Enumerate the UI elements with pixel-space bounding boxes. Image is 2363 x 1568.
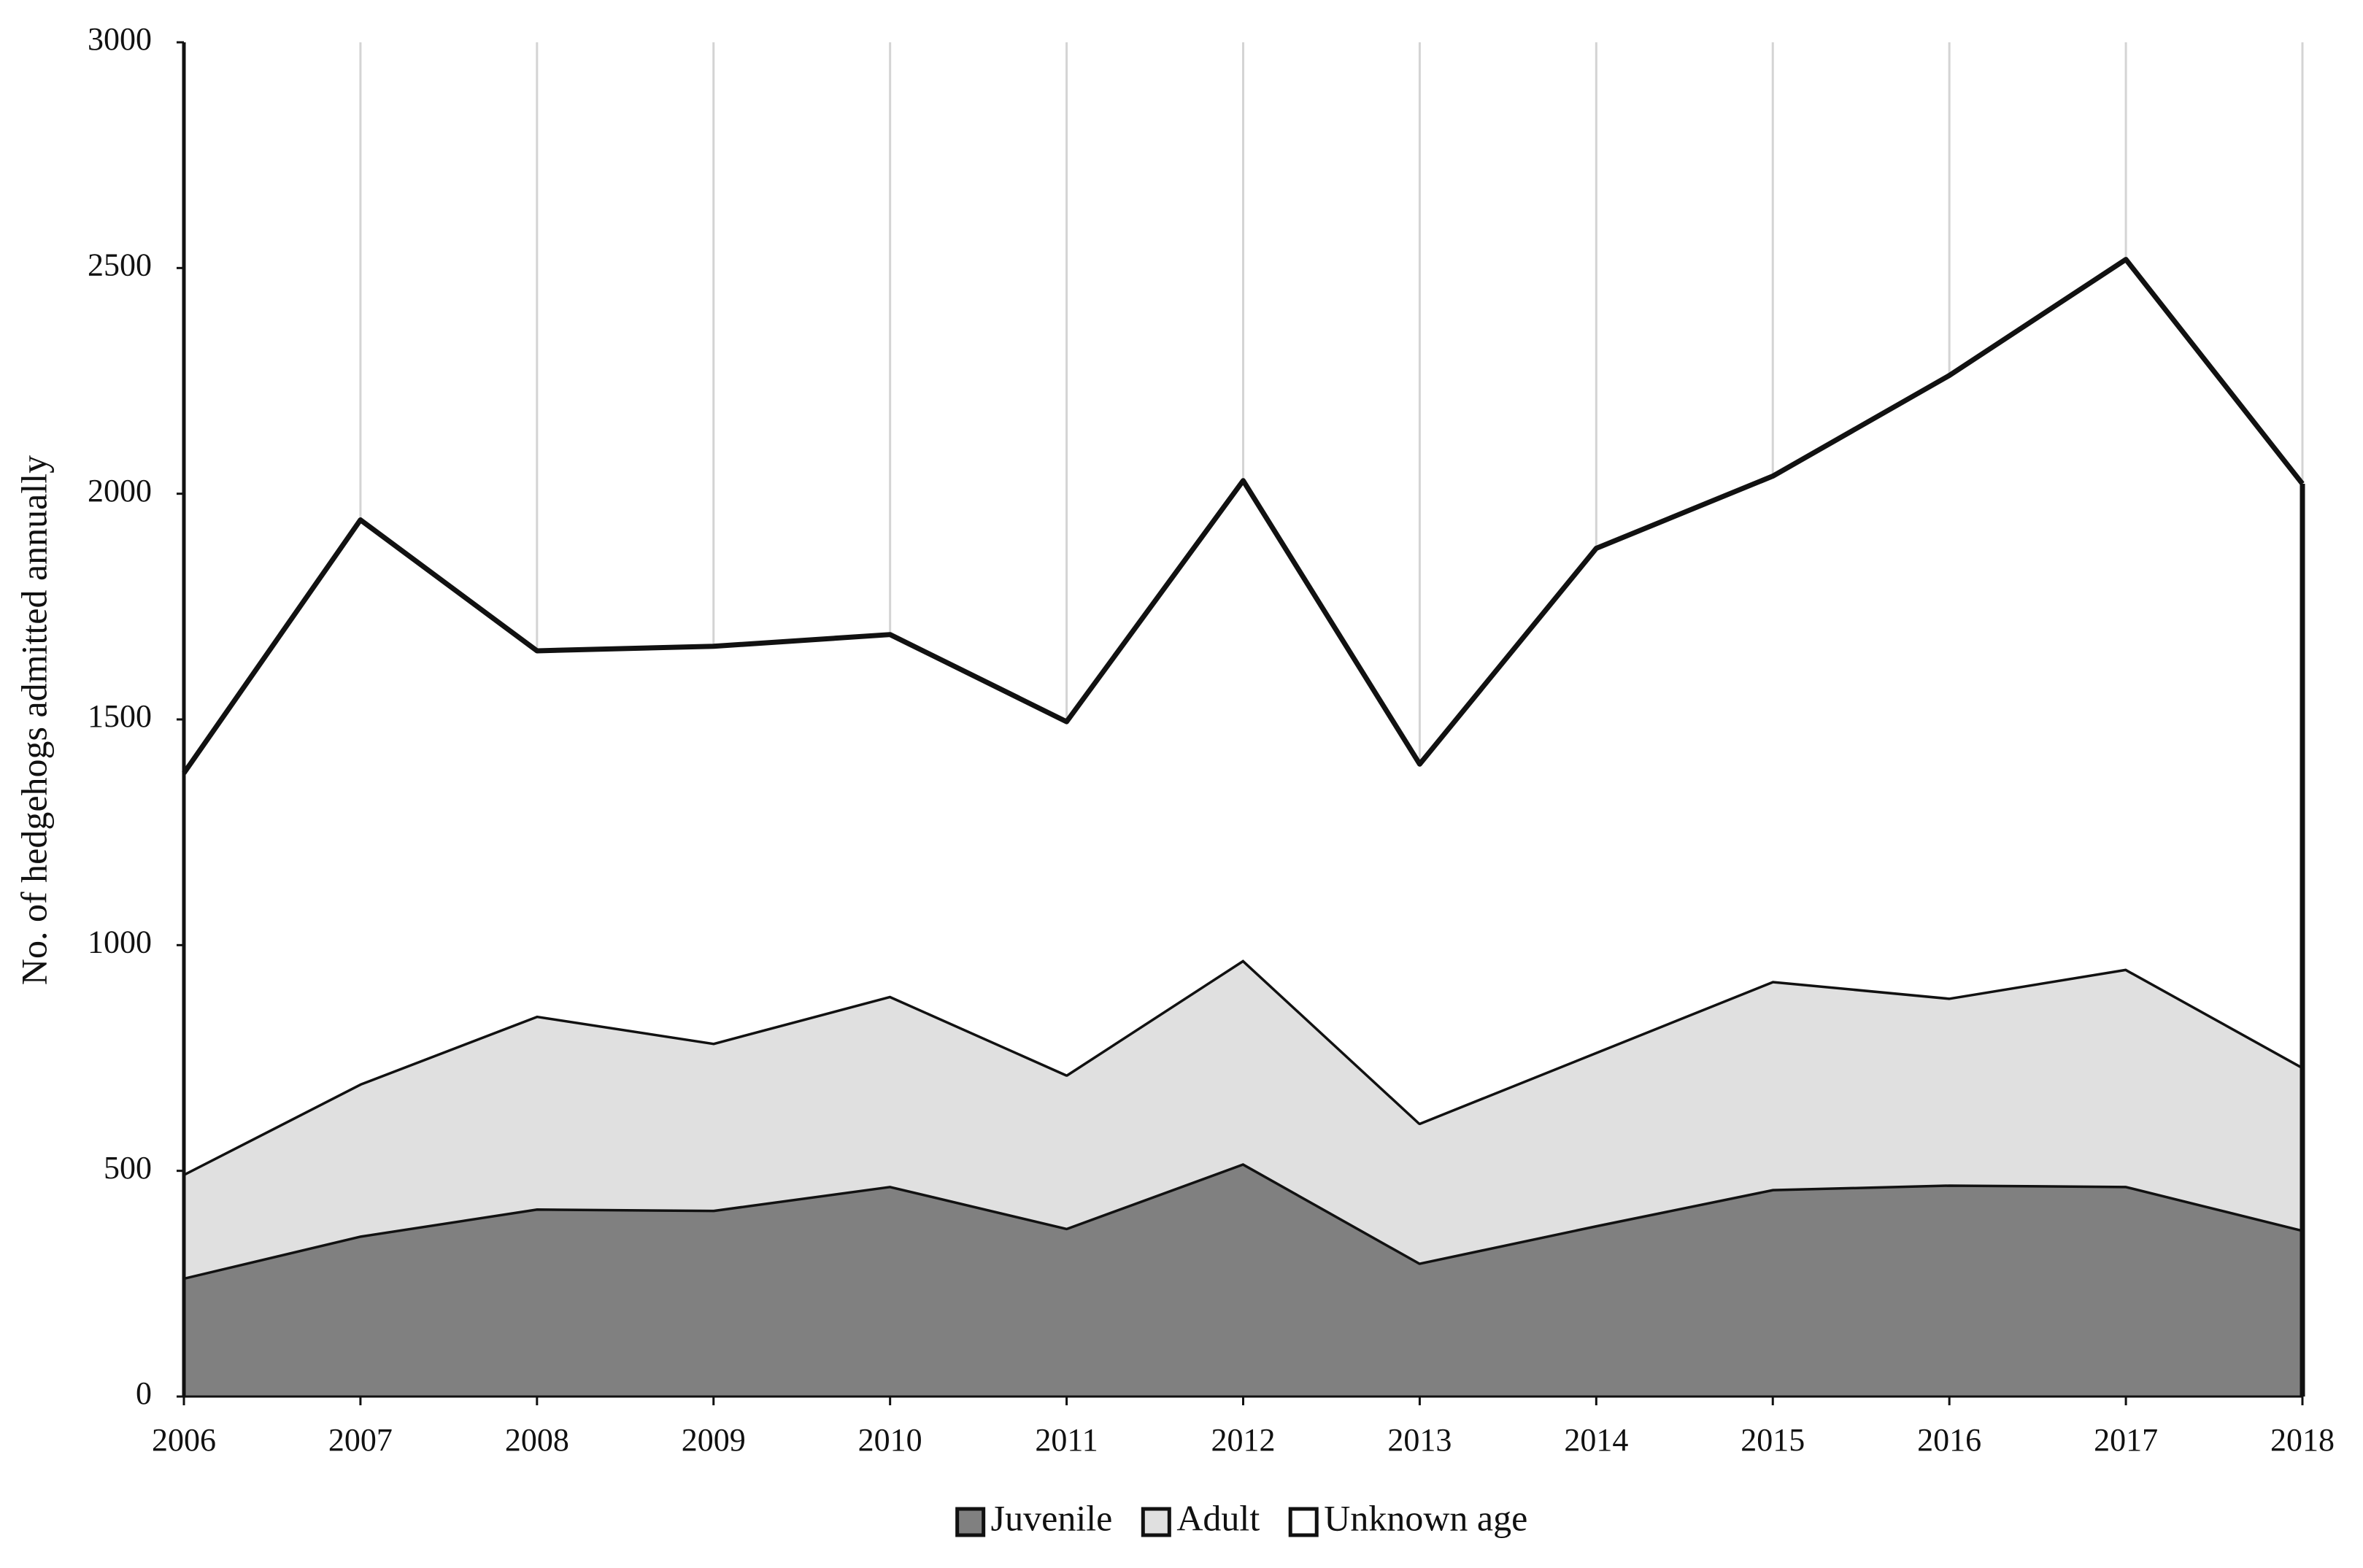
x-tick-label: 2012 (1211, 1422, 1276, 1458)
x-tick-label: 2010 (858, 1422, 922, 1458)
x-tick-label: 2006 (152, 1422, 216, 1458)
legend-label: Unknown age (1324, 1497, 1527, 1538)
x-tick-label: 2009 (682, 1422, 746, 1458)
y-tick-label: 0 (136, 1375, 152, 1411)
x-tick-label: 2011 (1035, 1422, 1098, 1458)
x-tick-label: 2018 (2270, 1422, 2335, 1458)
y-tick-label: 1500 (88, 698, 152, 734)
x-tick-label: 2007 (328, 1422, 393, 1458)
legend-swatch (955, 1507, 986, 1537)
area-fill (184, 1163, 2302, 1397)
x-tick-label: 2013 (1387, 1422, 1452, 1458)
area-line (182, 257, 2305, 775)
x-tick-label: 2008 (505, 1422, 569, 1458)
area-fill (184, 959, 2302, 1278)
x-tick-label: 2014 (1564, 1422, 1628, 1458)
y-tick-label: 1000 (88, 924, 152, 959)
y-axis-label: No. of hedgehogs admitted annually (13, 455, 54, 985)
y-tick-label: 2000 (88, 473, 152, 509)
legend: Juvenile Adult Unknown age (955, 1497, 1527, 1538)
x-tick-label: 2016 (1917, 1422, 1981, 1458)
legend-swatch (1288, 1507, 1319, 1537)
area-fill (184, 259, 2302, 1174)
legend-swatch (1141, 1507, 1171, 1537)
y-tick-label: 500 (104, 1150, 152, 1186)
x-tick-label: 2017 (2094, 1422, 2158, 1458)
x-tick-label: 2015 (1741, 1422, 1805, 1458)
y-tick-label: 2500 (88, 247, 152, 282)
legend-label: Adult (1176, 1497, 1260, 1538)
legend-label: Juvenile (991, 1497, 1113, 1538)
y-tick-label: 3000 (88, 21, 152, 57)
